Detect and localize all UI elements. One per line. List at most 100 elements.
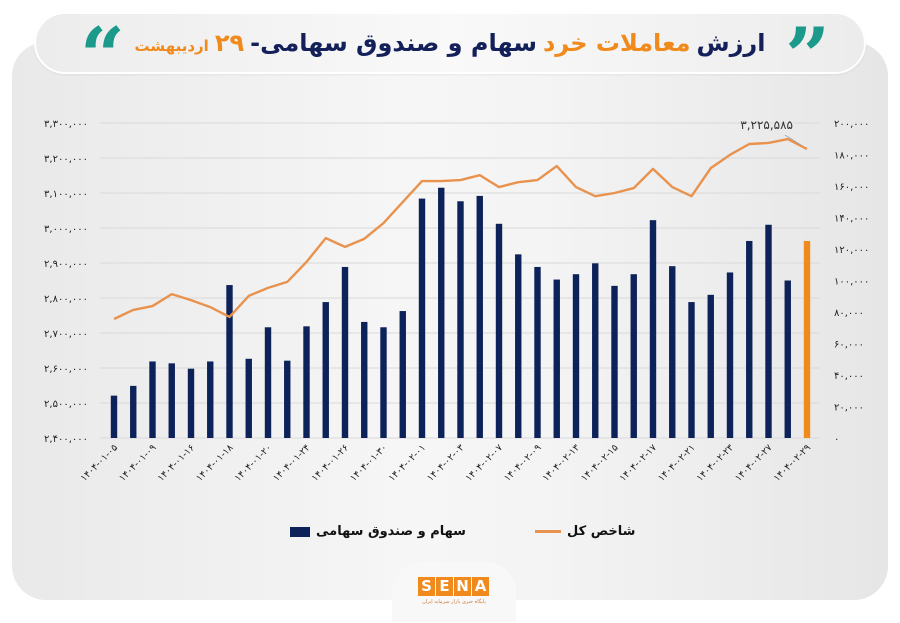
logo-letter: N bbox=[454, 577, 471, 596]
x-axis-tick-label: ۱۴۰۴-۰۱-۱۸ bbox=[194, 442, 235, 483]
bar bbox=[534, 266, 541, 438]
bar bbox=[688, 302, 695, 438]
legend-bars-label: سهام و صندوق سهامی bbox=[316, 524, 466, 539]
x-axis-tick-label: ۱۴۰۴-۰۱-۰۵ bbox=[79, 442, 120, 483]
index-line bbox=[113, 137, 808, 321]
bar bbox=[572, 274, 580, 438]
chart-legend: سهام و صندوق سهامی شاخص کل bbox=[0, 524, 900, 548]
left-axis-tick-label: ۲,۵۰۰,۰۰۰ bbox=[44, 399, 88, 410]
x-axis-tick-label: ۱۴۰۴-۰۲-۲۱ bbox=[656, 442, 697, 483]
title-date-day: ۲۹ bbox=[214, 29, 245, 57]
right-axis-tick-label: ۴۰,۰۰۰ bbox=[834, 371, 864, 382]
left-axis-tick-label: ۲,۶۰۰,۰۰۰ bbox=[44, 364, 88, 375]
bar bbox=[303, 326, 310, 438]
x-axis-tick-label: ۱۴۰۴-۰۱-۲۴ bbox=[271, 442, 312, 483]
x-axis-tick-label: ۱۴۰۴-۰۲-۰۱ bbox=[387, 442, 428, 483]
last-value-annotation: ۳,۲۲۵,۵۸۵ bbox=[740, 118, 793, 132]
quote-close-icon: “ bbox=[80, 11, 125, 102]
bar bbox=[649, 220, 657, 438]
left-axis-tick-label: ۲,۷۰۰,۰۰۰ bbox=[44, 329, 88, 340]
right-axis-tick-label: ۸۰,۰۰۰ bbox=[834, 308, 864, 319]
bar bbox=[361, 321, 368, 438]
bar bbox=[765, 224, 772, 438]
bar bbox=[726, 272, 734, 438]
x-axis-tick-label: ۱۴۰۴-۰۲-۲۹ bbox=[772, 442, 813, 483]
bar bbox=[746, 240, 753, 438]
right-axis-tick-label: ۶۰,۰۰۰ bbox=[834, 340, 864, 351]
right-axis-tick-label: ۱۸۰,۰۰۰ bbox=[834, 151, 869, 162]
sena-logo: S E N A bbox=[418, 577, 489, 596]
bar bbox=[669, 266, 676, 438]
x-axis-tick-label: ۱۴۰۴-۰۲-۲۳ bbox=[695, 442, 736, 483]
left-axis-tick-label: ۳,۳۰۰,۰۰۰ bbox=[44, 119, 88, 130]
x-axis-tick-label: ۱۴۰۴-۰۱-۲۶ bbox=[310, 442, 351, 483]
x-axis-tick-label: ۱۴۰۴-۰۲-۰۳ bbox=[425, 442, 466, 483]
title-part-1: ارزش bbox=[696, 29, 766, 57]
left-axis-tick-label: ۳,۲۰۰,۰۰۰ bbox=[44, 154, 88, 165]
bar bbox=[264, 327, 272, 438]
bar bbox=[284, 360, 291, 438]
left-axis-tick-label: ۳,۰۰۰,۰۰۰ bbox=[44, 224, 88, 235]
bar bbox=[630, 274, 637, 438]
x-axis-tick-label: ۱۴۰۴-۰۱-۳۰ bbox=[348, 442, 389, 483]
x-axis-tick-label: ۱۴۰۴-۰۱-۲۰ bbox=[233, 442, 274, 483]
logo-letter: E bbox=[436, 577, 453, 596]
right-axis-tick-label: ۰ bbox=[834, 434, 839, 445]
bar bbox=[707, 294, 714, 438]
legend-item-bars: سهام و صندوق سهامی bbox=[290, 524, 466, 539]
legend-line-swatch-icon bbox=[535, 530, 561, 533]
right-axis-tick-label: ۱۰۰,۰۰۰ bbox=[834, 277, 869, 288]
right-axis-tick-label: ۱۶۰,۰۰۰ bbox=[834, 182, 869, 193]
right-axis-tick-label: ۱۴۰,۰۰۰ bbox=[834, 214, 869, 225]
title-date-month: اردیبهشت bbox=[134, 37, 209, 55]
right-axis-tick-label: ۱۲۰,۰۰۰ bbox=[834, 245, 869, 256]
x-axis-tick-label: ۱۴۰۴-۰۲-۰۷ bbox=[464, 442, 505, 483]
bar bbox=[495, 223, 503, 438]
title-part-2: معاملات خرد bbox=[542, 29, 691, 57]
legend-line-label: شاخص کل bbox=[567, 524, 636, 539]
page-title: ارزش معاملات خرد سهام و صندوق سهامی- ۲۹ … bbox=[135, 29, 766, 57]
bar bbox=[457, 201, 464, 438]
logo-subtitle: پایگاه خبری بازار سرمایه ایران bbox=[422, 599, 486, 605]
annotation-leader bbox=[784, 134, 802, 146]
bar bbox=[130, 385, 137, 438]
logo-letter: A bbox=[472, 577, 489, 596]
bar bbox=[399, 311, 406, 438]
bar bbox=[553, 279, 560, 438]
legend-bar-swatch-icon bbox=[290, 526, 310, 537]
bar bbox=[322, 302, 329, 438]
x-axis-tick-label: ۱۴۰۴-۰۲-۲۷ bbox=[733, 442, 774, 483]
left-axis-tick-label: ۳,۱۰۰,۰۰۰ bbox=[44, 189, 88, 200]
bar bbox=[476, 195, 483, 438]
x-axis-tick-label: ۱۴۰۴-۰۲-۱۷ bbox=[618, 442, 659, 483]
bar bbox=[110, 395, 118, 438]
left-axis-tick-label: ۲,۹۰۰,۰۰۰ bbox=[44, 259, 88, 270]
bar-highlight bbox=[803, 240, 811, 438]
title-banner: ” ارزش معاملات خرد سهام و صندوق سهامی- ۲… bbox=[34, 12, 866, 96]
chart-card bbox=[12, 42, 888, 600]
bar bbox=[611, 285, 618, 438]
x-axis-tick-label: ۱۴۰۴-۰۲-۱۵ bbox=[579, 442, 620, 483]
bar bbox=[245, 358, 252, 438]
title-part-3: سهام و صندوق سهامی- bbox=[250, 29, 537, 57]
right-axis-tick-label: ۲۰,۰۰۰ bbox=[834, 403, 864, 414]
bar bbox=[168, 363, 175, 438]
bar bbox=[341, 266, 349, 438]
bar bbox=[226, 285, 233, 438]
x-axis-tick-label: ۱۴۰۴-۰۲-۰۹ bbox=[502, 442, 543, 483]
bar bbox=[207, 361, 214, 438]
left-axis-tick-label: ۲,۴۰۰,۰۰۰ bbox=[44, 434, 88, 445]
x-axis-tick-label: ۱۴۰۴-۰۲-۱۳ bbox=[541, 442, 582, 483]
bar bbox=[592, 263, 599, 438]
bar bbox=[187, 368, 195, 438]
bar bbox=[784, 280, 791, 438]
logo-letter: S bbox=[418, 577, 435, 596]
bar bbox=[438, 187, 445, 438]
left-axis-tick-label: ۲,۸۰۰,۰۰۰ bbox=[44, 294, 88, 305]
right-axis-tick-label: ۲۰۰,۰۰۰ bbox=[834, 119, 869, 130]
quote-open-icon: ” bbox=[785, 11, 830, 102]
x-axis-tick-label: ۱۴۰۴-۰۱-۰۹ bbox=[117, 442, 158, 483]
bar bbox=[149, 361, 156, 438]
legend-item-line: شاخص کل bbox=[535, 524, 635, 539]
